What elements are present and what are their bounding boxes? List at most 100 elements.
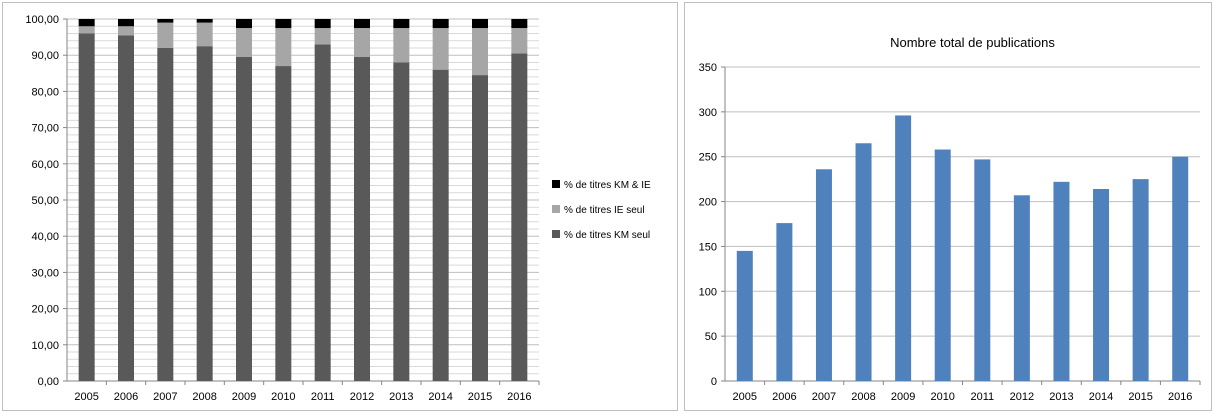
bar-segment [157, 47, 174, 382]
bar-segment [472, 28, 488, 76]
bar-segment [78, 19, 95, 27]
chart-title: Nombre total de publications [890, 35, 1055, 50]
bar-segment [511, 53, 528, 381]
x-tick-label: 2008 [192, 391, 216, 403]
x-tick-label: 2006 [114, 391, 138, 403]
bar-segment [236, 19, 252, 29]
bar-segment [275, 66, 292, 381]
bar [736, 250, 753, 381]
x-tick-label: 2009 [891, 391, 915, 403]
bar [776, 223, 793, 381]
bar-segment [118, 35, 134, 381]
legend-label: % de titres IE seul [564, 205, 645, 216]
bar-segment [275, 19, 292, 29]
y-tick-label: 80,00 [31, 86, 59, 98]
x-tick-label: 2015 [1128, 391, 1152, 403]
x-tick-label: 2011 [970, 391, 994, 403]
bar-segment [157, 22, 174, 48]
y-tick-label: 200 [699, 197, 717, 209]
bar-segment [314, 28, 331, 45]
x-tick-label: 2011 [311, 391, 335, 403]
bar-segment [78, 33, 95, 381]
x-tick-label: 2014 [428, 391, 452, 403]
x-tick-label: 2014 [1089, 391, 1113, 403]
bar [1132, 179, 1149, 381]
x-tick-label: 2016 [507, 391, 531, 403]
legend-label: % de titres KM seul [564, 230, 650, 241]
bar [895, 115, 912, 382]
bar-segment [275, 28, 292, 67]
y-tick-label: 70,00 [31, 123, 59, 135]
x-tick-label: 2013 [1049, 391, 1073, 403]
bar [1053, 181, 1070, 381]
x-tick-label: 2006 [772, 391, 796, 403]
bar-segment [432, 19, 449, 29]
bar-segment [432, 69, 449, 382]
y-tick-label: 0 [711, 376, 717, 388]
x-tick-label: 2005 [74, 391, 98, 403]
bar-segment [236, 28, 252, 58]
x-tick-label: 2008 [851, 391, 875, 403]
y-tick-label: 100,00 [25, 14, 59, 26]
bar [934, 149, 951, 381]
bar-segment [314, 44, 331, 382]
y-tick-label: 150 [699, 241, 717, 253]
legend-swatch [552, 180, 560, 188]
bar [974, 159, 991, 381]
bar-segment [196, 46, 213, 382]
x-tick-label: 2016 [1168, 391, 1192, 403]
y-tick-label: 0,00 [38, 376, 59, 388]
y-tick-label: 10,00 [31, 340, 59, 352]
x-tick-label: 2010 [271, 391, 295, 403]
bar-segment [354, 28, 370, 58]
bar-segment [157, 19, 174, 23]
x-tick-label: 2005 [733, 391, 757, 403]
publications-chart-svg: Nombre total de publications 0 50 100 150 200… [699, 35, 1201, 403]
bar [815, 169, 832, 381]
y-tick-label: 90,00 [31, 50, 59, 62]
bar-segment [393, 28, 410, 63]
bar-segment [78, 26, 95, 34]
publications-chart: Nombre total de publications 0 50 100 150 200… [684, 2, 1212, 411]
x-tick-label: 2013 [389, 391, 413, 403]
bar-segment [393, 62, 410, 381]
x-tick-label: 2009 [232, 391, 256, 403]
bar-segment [393, 19, 410, 29]
y-tick-label: 100 [699, 286, 717, 298]
y-tick-label: 30,00 [31, 267, 59, 279]
y-tick-label: 300 [699, 107, 717, 119]
bar [1013, 195, 1030, 381]
y-tick-label: 20,00 [31, 304, 59, 316]
legend-swatch [552, 205, 560, 213]
bar-segment [118, 19, 134, 27]
bar-segment [196, 19, 213, 23]
stacked-percentage-chart: 0,00 10,00 20,00 30,00 40,00 50,00 60,00 70,00 8… [2, 2, 678, 411]
legend-swatch [552, 230, 560, 238]
bar-segment [432, 28, 449, 70]
x-tick-label: 2010 [930, 391, 954, 403]
y-tick-label: 50,00 [31, 195, 59, 207]
bar-segment [472, 19, 488, 29]
x-tick-label: 2007 [812, 391, 836, 403]
bar-segment [511, 19, 528, 29]
bar-segment [314, 19, 331, 29]
bar-segment [118, 26, 134, 36]
y-tick-label: 250 [699, 152, 717, 164]
bar-segment [511, 28, 528, 54]
stacked-chart-svg: 0,00 10,00 20,00 30,00 40,00 50,00 60,00 70,00 8… [25, 14, 651, 403]
bar-segment [472, 75, 488, 382]
x-tick-label: 2007 [153, 391, 177, 403]
bar-segment [354, 57, 370, 381]
bar-segment [236, 57, 252, 381]
bar [1172, 156, 1189, 381]
y-tick-label: 350 [699, 62, 717, 74]
bar [1093, 189, 1110, 381]
x-tick-label: 2012 [1010, 391, 1034, 403]
bar [855, 143, 872, 381]
y-tick-label: 40,00 [31, 231, 59, 243]
bar-segment [354, 19, 370, 29]
bar-segment [196, 22, 213, 47]
x-tick-label: 2012 [350, 391, 374, 403]
x-tick-label: 2015 [468, 391, 492, 403]
y-tick-label: 50 [705, 331, 717, 343]
